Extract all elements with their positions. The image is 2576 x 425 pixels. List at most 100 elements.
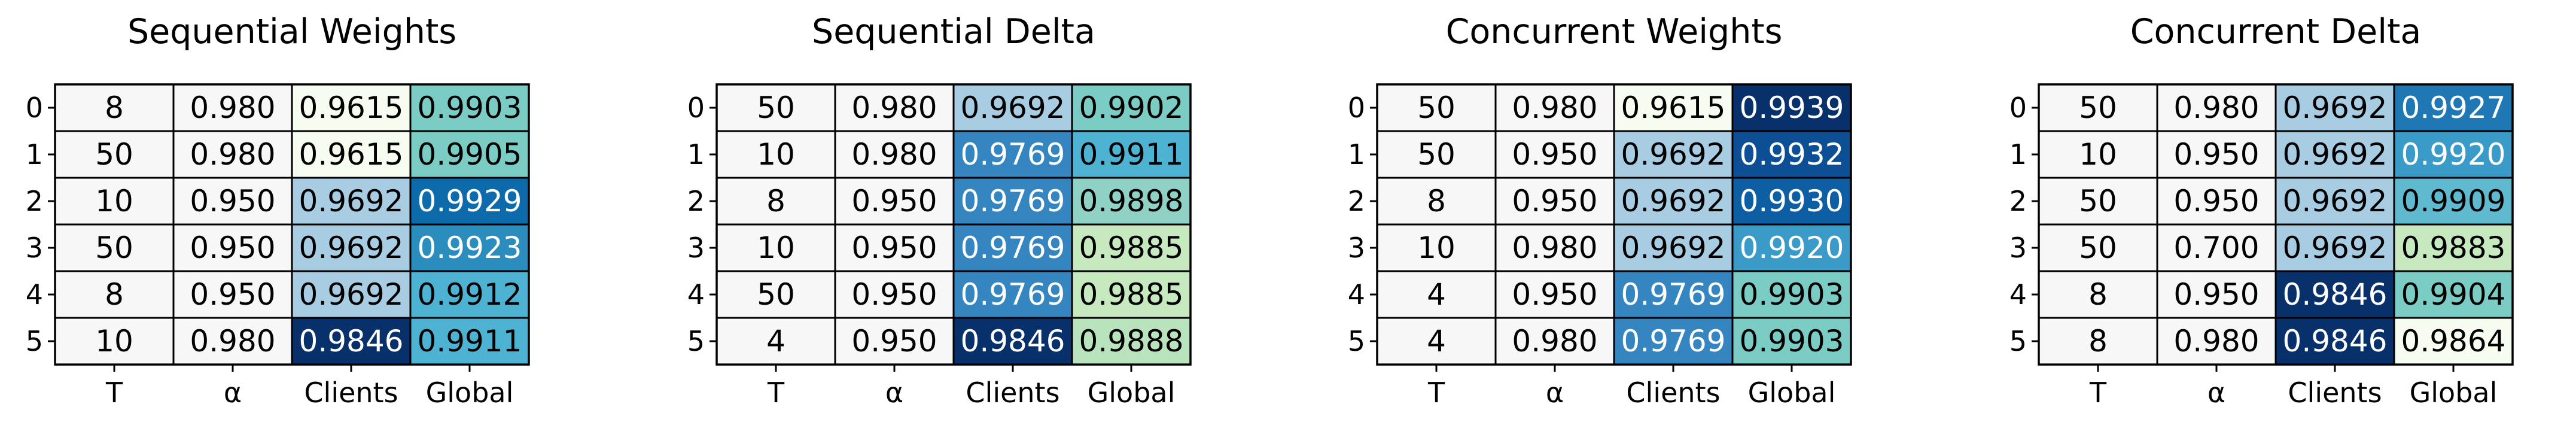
heatmap-cell xyxy=(291,177,412,226)
column-tick-label: Clients xyxy=(1626,377,1720,409)
cell-value: 0.9769 xyxy=(961,184,1065,218)
heatmap-cell xyxy=(715,177,836,226)
cell-value: 0.9902 xyxy=(1079,90,1184,125)
heatmap-cell xyxy=(952,270,1073,319)
cell-value: 0.950 xyxy=(851,230,937,265)
row-tick-label: 0 xyxy=(26,92,43,124)
cell-value: 0.980 xyxy=(2173,90,2259,125)
heatmap-cell xyxy=(291,223,412,272)
row-tick-label: 2 xyxy=(2009,185,2027,217)
cell-value: 50 xyxy=(95,230,133,265)
column-tick-label: Clients xyxy=(2288,377,2382,409)
cell-value: 0.9909 xyxy=(2401,184,2506,218)
cell-value: 0.950 xyxy=(1512,184,1597,218)
cell-value: 0.9692 xyxy=(299,277,404,312)
heatmap-cell xyxy=(1731,177,1852,226)
cell-value: 0.9692 xyxy=(2283,90,2388,125)
heatmap-cell xyxy=(409,223,530,272)
heatmap-cell xyxy=(291,270,412,319)
row-tick-label: 2 xyxy=(687,185,705,217)
cell-value: 0.9864 xyxy=(2401,324,2506,359)
column-tick-label: T xyxy=(2089,377,2107,409)
cell-value: 8 xyxy=(105,277,124,312)
heatmap-cell xyxy=(409,270,530,319)
panel-title: Concurrent Delta xyxy=(2130,12,2422,51)
row-tick-label: 0 xyxy=(2009,92,2027,124)
heatmap-cell xyxy=(2393,83,2514,132)
row-tick-label: 4 xyxy=(26,278,43,311)
column-tick-label: α xyxy=(224,377,242,409)
cell-value: 50 xyxy=(95,137,133,172)
row-tick-label: 5 xyxy=(26,325,43,357)
row-tick-label: 1 xyxy=(2009,138,2027,171)
cell-value: 0.9883 xyxy=(2401,230,2506,265)
column-tick-label: α xyxy=(885,377,903,409)
heatmap-cell xyxy=(1613,270,1734,319)
cell-value: 50 xyxy=(2079,230,2117,265)
cell-value: 0.950 xyxy=(190,277,275,312)
heatmap-cell xyxy=(1731,130,1852,179)
row-tick-label: 0 xyxy=(687,92,705,124)
cell-value: 4 xyxy=(1427,324,1446,359)
heatmap-cell xyxy=(2038,317,2158,366)
cell-value: 0.9930 xyxy=(1740,184,1844,218)
cell-value: 0.950 xyxy=(2173,277,2259,312)
heatmap-cell xyxy=(952,130,1073,179)
heatmap-cell xyxy=(715,270,836,319)
panel-frame xyxy=(715,83,1192,366)
heatmap-cell xyxy=(1613,130,1734,179)
cell-value: 50 xyxy=(757,277,795,312)
cell-value: 10 xyxy=(757,230,795,265)
row-tick-label: 0 xyxy=(1348,92,1365,124)
column-tick-label: α xyxy=(2207,377,2225,409)
cell-value: 0.950 xyxy=(2173,184,2259,218)
cell-value: 8 xyxy=(766,184,785,218)
heatmap-cell xyxy=(1494,177,1615,226)
heatmap-cell xyxy=(2274,130,2395,179)
cell-value: 50 xyxy=(1417,137,1456,172)
cell-value: 0.9929 xyxy=(418,184,522,218)
heatmap-cell xyxy=(2393,317,2514,366)
cell-value: 0.9927 xyxy=(2401,90,2506,125)
heatmap-cell xyxy=(952,317,1073,366)
cell-value: 0.980 xyxy=(190,324,275,359)
heatmap-cell xyxy=(172,223,293,272)
cell-value: 0.9885 xyxy=(1079,277,1184,312)
cell-value: 0.9769 xyxy=(1621,324,1726,359)
cell-value: 0.950 xyxy=(1512,277,1597,312)
heatmap-cell xyxy=(2393,223,2514,272)
cell-value: 0.980 xyxy=(190,90,275,125)
column-tick-label: Global xyxy=(1748,377,1836,409)
cell-value: 8 xyxy=(2088,277,2108,312)
column-tick-label: T xyxy=(105,377,123,409)
heatmap-cell xyxy=(1613,317,1734,366)
heatmap-cell xyxy=(1613,83,1734,132)
row-tick-label: 1 xyxy=(1348,138,1365,171)
panel-1: Sequential Delta 50 0.980 0.9692 0.9902 0 10 0.… xyxy=(687,12,1192,409)
cell-value: 0.9769 xyxy=(961,230,1065,265)
heatmap-cell xyxy=(172,270,293,319)
cell-value: 0.9903 xyxy=(418,90,522,125)
cell-value: 10 xyxy=(95,184,133,218)
row-tick-label: 1 xyxy=(26,138,43,171)
cell-value: 0.9903 xyxy=(1740,277,1844,312)
cell-value: 0.9888 xyxy=(1079,324,1184,359)
cell-value: 0.9932 xyxy=(1740,137,1844,172)
cell-value: 0.980 xyxy=(1512,230,1597,265)
row-tick-label: 3 xyxy=(687,232,705,264)
cell-value: 0.9911 xyxy=(1079,137,1184,172)
cell-value: 0.9769 xyxy=(961,137,1065,172)
column-tick-label: Clients xyxy=(966,377,1059,409)
heatmap-cell xyxy=(1376,177,1497,226)
panel-3: Concurrent Delta 50 0.980 0.9692 0.9927 0 10 0.… xyxy=(2009,12,2514,409)
cell-value: 0.9615 xyxy=(299,137,404,172)
cell-value: 0.9692 xyxy=(299,230,404,265)
cell-value: 0.9898 xyxy=(1079,184,1184,218)
row-tick-label: 2 xyxy=(1348,185,1365,217)
heatmap-cell xyxy=(2156,223,2277,272)
cell-value: 0.980 xyxy=(1512,324,1597,359)
cell-value: 0.9692 xyxy=(299,184,404,218)
panel-title: Sequential Delta xyxy=(812,12,1095,51)
cell-value: 0.9905 xyxy=(418,137,522,172)
